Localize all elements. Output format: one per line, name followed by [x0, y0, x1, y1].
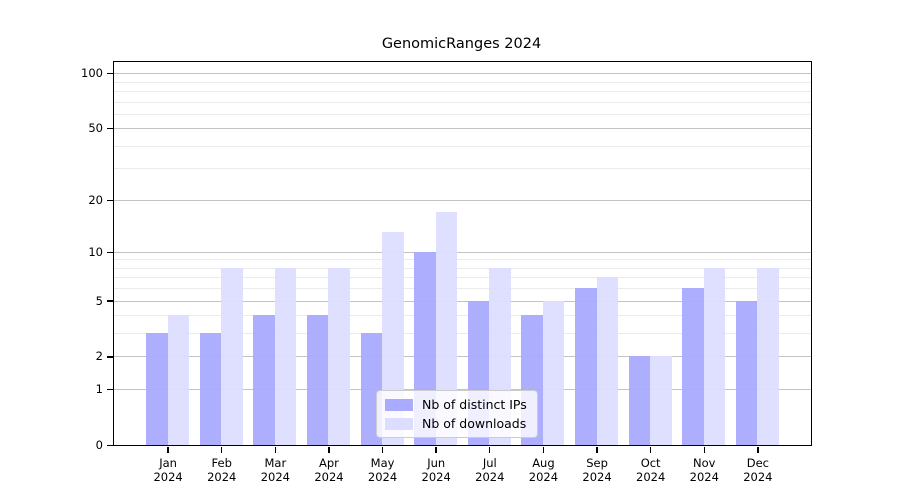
x-tick-label-jul: Jul 2024 — [475, 456, 505, 485]
x-tick-jan — [167, 447, 169, 453]
bar-downloads-dec — [757, 267, 779, 445]
bar-ips-sep — [575, 288, 597, 445]
legend: Nb of distinct IPs Nb of downloads — [376, 390, 538, 438]
legend-swatch-downloads — [385, 417, 413, 430]
x-tick-label-jun: Jun 2024 — [421, 456, 451, 485]
legend-swatch-distinct-ips — [385, 398, 413, 411]
y-tick-label-20: 20 — [88, 192, 103, 207]
bar-downloads-jan — [167, 315, 190, 445]
x-tick-label-mar: Mar 2024 — [260, 456, 290, 485]
x-tick-label-jan: Jan 2024 — [153, 456, 183, 485]
legend-entry-distinct-ips: Nb of distinct IPs — [385, 397, 527, 412]
x-tick-label-oct: Oct 2024 — [636, 456, 666, 485]
y-tick-label-0: 0 — [95, 438, 103, 452]
x-tick-nov — [703, 447, 705, 453]
bar-downloads-mar — [274, 267, 297, 445]
bar-ips-feb — [199, 333, 222, 445]
x-tick-label-aug: Aug 2024 — [528, 456, 559, 485]
x-tick-jul — [489, 447, 491, 453]
gridline-minor-8 — [114, 267, 811, 269]
bar-downloads-feb — [221, 267, 243, 445]
x-tick-apr — [328, 447, 330, 453]
bar-downloads-aug — [542, 300, 565, 445]
y-tick-50 — [107, 128, 113, 130]
y-tick-label-100: 100 — [81, 66, 103, 81]
y-tick-0 — [107, 444, 113, 447]
gridline-minor-4 — [114, 315, 811, 317]
x-tick-label-apr: Apr 2024 — [314, 456, 344, 485]
bar-downloads-oct — [650, 356, 672, 445]
x-tick-label-may: May 2024 — [367, 456, 398, 485]
x-tick-label-feb: Feb 2024 — [207, 456, 237, 485]
legend-entry-downloads: Nb of downloads — [385, 416, 527, 431]
bar-ips-dec — [735, 300, 758, 445]
y-tick-20 — [107, 199, 113, 201]
legend-label-distinct-ips: Nb of distinct IPs — [422, 397, 527, 412]
gridline-minor-6 — [114, 288, 811, 290]
gridline-minor-9 — [114, 259, 811, 261]
gridline-minor-60 — [114, 113, 811, 115]
y-tick-1 — [107, 388, 113, 391]
gridline-major-100 — [114, 73, 811, 75]
plot-area: Nb of distinct IPs Nb of downloads — [113, 61, 812, 446]
y-tick-label-10: 10 — [88, 244, 103, 259]
x-tick-label-dec: Dec 2024 — [743, 456, 773, 485]
gridline-minor-7 — [114, 277, 811, 279]
gridline-minor-90 — [114, 81, 811, 83]
x-tick-mar — [274, 447, 277, 453]
gridline-major-10 — [114, 251, 811, 253]
bar-ips-nov — [682, 288, 704, 445]
gridline-major-5 — [114, 300, 811, 302]
gridline-minor-40 — [114, 145, 811, 147]
bar-ips-oct — [628, 356, 651, 445]
bar-ips-jan — [146, 333, 168, 445]
y-tick-label-5: 5 — [95, 293, 103, 308]
y-tick-10 — [107, 251, 113, 253]
gridline-major-2 — [114, 356, 811, 358]
x-tick-feb — [221, 447, 223, 453]
x-tick-jun — [435, 447, 437, 453]
bar-downloads-jun — [435, 212, 458, 445]
x-tick-label-nov: Nov 2024 — [689, 456, 719, 485]
bar-ips-mar — [253, 315, 275, 445]
legend-label-downloads: Nb of downloads — [422, 416, 527, 431]
gridline-major-1 — [114, 389, 811, 391]
x-tick-label-sep: Sep 2024 — [582, 456, 612, 485]
gridline-minor-80 — [114, 90, 811, 92]
y-tick-100 — [107, 72, 113, 75]
bar-downloads-sep — [596, 277, 619, 445]
x-tick-sep — [596, 447, 598, 453]
y-tick-label-50: 50 — [88, 121, 103, 136]
bar-downloads-apr — [328, 267, 350, 445]
x-tick-dec — [757, 447, 759, 453]
y-tick-2 — [107, 356, 113, 358]
gridline-minor-3 — [114, 333, 811, 335]
x-tick-may — [381, 447, 384, 453]
x-tick-aug — [542, 447, 545, 453]
bar-ips-apr — [306, 315, 329, 445]
gridline-major-50 — [114, 128, 811, 130]
y-tick-5 — [107, 300, 113, 302]
y-tick-label-2: 2 — [95, 349, 103, 364]
gridline-major-20 — [114, 199, 811, 201]
gridline-minor-70 — [114, 101, 811, 103]
y-tick-label-1: 1 — [95, 382, 103, 397]
chart-title: GenomicRanges 2024 — [381, 36, 542, 52]
bar-downloads-nov — [703, 267, 726, 445]
x-tick-oct — [649, 447, 652, 453]
gridline-minor-30 — [114, 168, 811, 170]
